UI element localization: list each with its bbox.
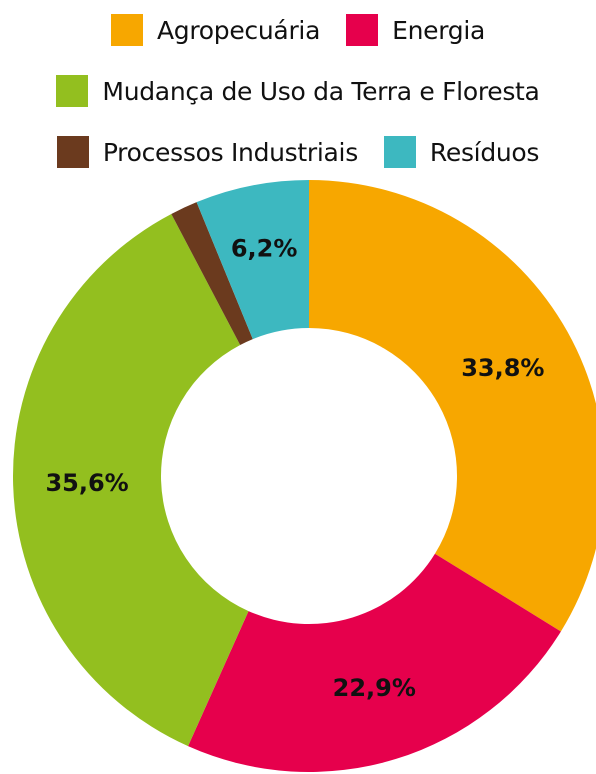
legend-label-residuos: Resíduos xyxy=(429,137,540,167)
slice-label-energia: 22,9% xyxy=(333,674,416,702)
legend-item-energia: Energia xyxy=(346,12,485,48)
legend-label-energia: Energia xyxy=(392,15,485,45)
legend-item-residuos: Resíduos xyxy=(383,134,540,170)
legend-swatch-processos-industriais xyxy=(56,136,89,168)
legend-item-mudanca-uso-terra: Mudança de Uso da Terra e Floresta xyxy=(56,73,540,109)
legend-label-mudanca-uso-terra: Mudança de Uso da Terra e Floresta xyxy=(102,76,540,106)
legend-item-agropecuaria: Agropecuária xyxy=(110,12,321,48)
legend-item-processos-industriais: Processos Industriais xyxy=(56,134,358,170)
legend-label-processos-industriais: Processos Industriais xyxy=(102,137,358,167)
legend-swatch-residuos xyxy=(383,136,416,168)
donut-slice-mudanca-uso-terra xyxy=(12,213,249,747)
donut-slice-agropecuaria xyxy=(309,180,596,632)
slice-label-mudanca-uso-terra: 35,6% xyxy=(45,469,128,497)
legend-row-2: Mudança de Uso da Terra e Floresta xyxy=(0,73,596,109)
legend-swatch-agropecuaria xyxy=(110,14,143,46)
legend-swatch-mudanca-uso-terra xyxy=(56,75,89,107)
legend-row-1: Agropecuária Energia xyxy=(0,12,596,48)
donut-slice-processos-industriais xyxy=(171,202,253,345)
donut-slice-residuos xyxy=(196,180,309,340)
donut-slice-energia xyxy=(188,553,561,772)
legend-label-agropecuaria: Agropecuária xyxy=(156,15,321,45)
slice-label-agropecuaria: 33,8% xyxy=(461,354,544,382)
slice-label-residuos: 6,2% xyxy=(231,234,298,262)
chart-legend: Agropecuária Energia Mudança de Uso da T… xyxy=(0,0,596,180)
legend-swatch-energia xyxy=(346,14,379,46)
legend-row-3: Processos Industriais Resíduos xyxy=(0,134,596,170)
